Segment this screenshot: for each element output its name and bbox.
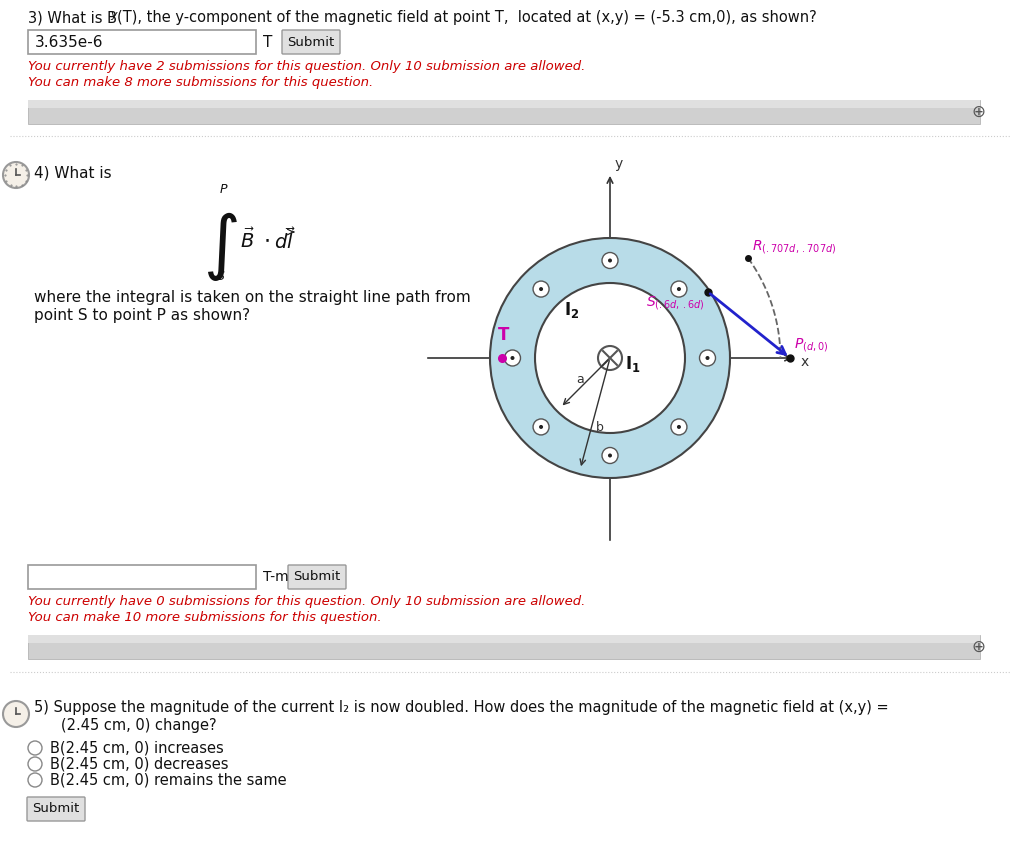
Text: $d\vec{l}\,$: $d\vec{l}\,$ xyxy=(274,227,296,253)
Text: ⊕: ⊕ xyxy=(971,638,985,656)
Text: You currently have 2 submissions for this question. Only 10 submission are allow: You currently have 2 submissions for thi… xyxy=(28,60,586,73)
FancyBboxPatch shape xyxy=(288,565,346,589)
Text: You can make 8 more submissions for this question.: You can make 8 more submissions for this… xyxy=(28,76,374,89)
Circle shape xyxy=(602,447,618,464)
Text: b: b xyxy=(596,421,604,434)
Text: $\vec{B}$: $\vec{B}$ xyxy=(240,228,255,252)
Text: 4) What is: 4) What is xyxy=(34,165,112,180)
Text: y: y xyxy=(110,10,117,20)
Circle shape xyxy=(598,346,622,370)
Circle shape xyxy=(671,281,687,297)
Text: T: T xyxy=(263,34,272,50)
Text: $\int$: $\int$ xyxy=(203,209,238,283)
Text: (T), the y-component of the magnetic field at point T,  located at (x,y) = (-5.3: (T), the y-component of the magnetic fie… xyxy=(117,10,817,25)
Circle shape xyxy=(602,253,618,268)
Circle shape xyxy=(28,741,42,755)
Text: 5) Suppose the magnitude of the current I₂ is now doubled. How does the magnitud: 5) Suppose the magnitude of the current … xyxy=(34,700,889,715)
Circle shape xyxy=(534,419,549,435)
Circle shape xyxy=(534,281,549,297)
Circle shape xyxy=(539,425,543,429)
Text: $\cdot$: $\cdot$ xyxy=(263,230,269,250)
FancyBboxPatch shape xyxy=(28,100,980,108)
Circle shape xyxy=(608,259,612,262)
Circle shape xyxy=(490,238,730,478)
Text: where the integral is taken on the straight line path from: where the integral is taken on the strai… xyxy=(34,290,471,305)
Text: B(2.45 cm, 0) remains the same: B(2.45 cm, 0) remains the same xyxy=(50,772,287,788)
Circle shape xyxy=(677,287,681,291)
Text: $R_{(.707d,\,.707d)}$: $R_{(.707d,\,.707d)}$ xyxy=(752,238,837,256)
FancyBboxPatch shape xyxy=(28,100,980,124)
Circle shape xyxy=(671,419,687,435)
Circle shape xyxy=(535,283,685,433)
Circle shape xyxy=(3,701,29,727)
Circle shape xyxy=(699,350,716,366)
Text: $\mathbf{I_1}$: $\mathbf{I_1}$ xyxy=(625,354,641,374)
Text: y: y xyxy=(615,157,624,171)
Circle shape xyxy=(677,425,681,429)
Circle shape xyxy=(28,757,42,771)
Text: ⊕: ⊕ xyxy=(971,103,985,121)
FancyBboxPatch shape xyxy=(28,565,256,589)
Text: a: a xyxy=(577,373,584,386)
Text: point S to point P as shown?: point S to point P as shown? xyxy=(34,308,250,323)
Text: You can make 10 more submissions for this question.: You can make 10 more submissions for thi… xyxy=(28,611,382,624)
Text: Submit: Submit xyxy=(33,802,80,816)
Text: Submit: Submit xyxy=(288,35,335,49)
Text: Submit: Submit xyxy=(293,571,341,584)
Text: S: S xyxy=(217,270,225,283)
Text: B(2.45 cm, 0) decreases: B(2.45 cm, 0) decreases xyxy=(50,757,228,771)
Text: T-m: T-m xyxy=(263,570,289,584)
Circle shape xyxy=(511,356,514,360)
FancyBboxPatch shape xyxy=(27,797,85,821)
Text: $P_{(d,0)}$: $P_{(d,0)}$ xyxy=(794,336,828,354)
Text: (2.45 cm, 0) change?: (2.45 cm, 0) change? xyxy=(47,718,217,733)
Text: x: x xyxy=(801,355,809,369)
Text: $S_{(.6d,\,.6d)}$: $S_{(.6d,\,.6d)}$ xyxy=(646,294,705,312)
FancyBboxPatch shape xyxy=(28,635,980,643)
Circle shape xyxy=(608,453,612,458)
Text: You currently have 0 submissions for this question. Only 10 submission are allow: You currently have 0 submissions for thi… xyxy=(28,595,586,608)
Text: $\mathbf{I_2}$: $\mathbf{I_2}$ xyxy=(564,300,580,320)
Text: 3.635e-6: 3.635e-6 xyxy=(35,34,103,50)
Circle shape xyxy=(3,162,29,188)
FancyBboxPatch shape xyxy=(28,30,256,54)
Text: 3) What is B: 3) What is B xyxy=(28,10,117,25)
Text: B(2.45 cm, 0) increases: B(2.45 cm, 0) increases xyxy=(50,740,224,756)
Circle shape xyxy=(28,773,42,787)
Circle shape xyxy=(505,350,520,366)
FancyBboxPatch shape xyxy=(28,635,980,659)
FancyBboxPatch shape xyxy=(282,30,340,54)
Circle shape xyxy=(539,287,543,291)
Circle shape xyxy=(706,356,710,360)
Text: P: P xyxy=(219,183,226,196)
Text: T: T xyxy=(499,326,510,344)
